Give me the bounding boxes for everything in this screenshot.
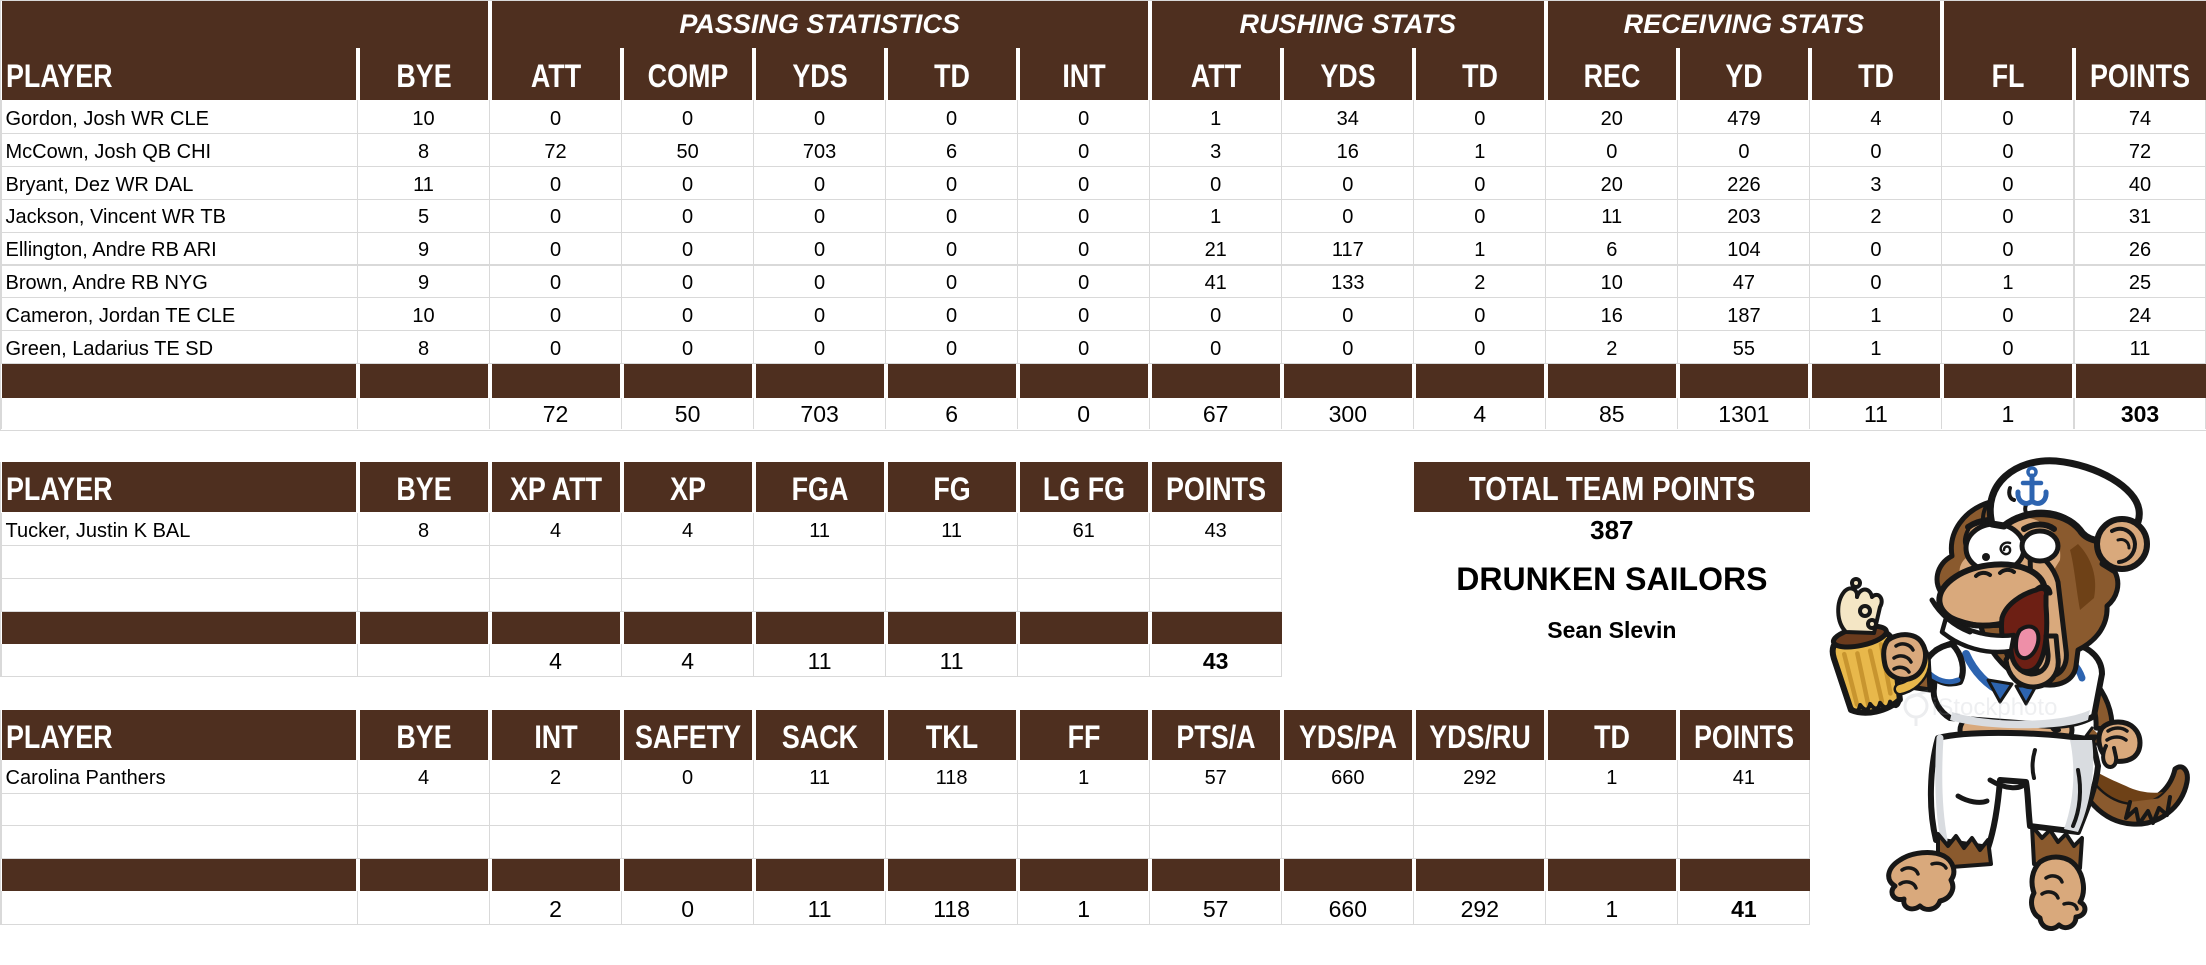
svg-text:iStockphoto: iStockphoto [1932,694,2057,721]
